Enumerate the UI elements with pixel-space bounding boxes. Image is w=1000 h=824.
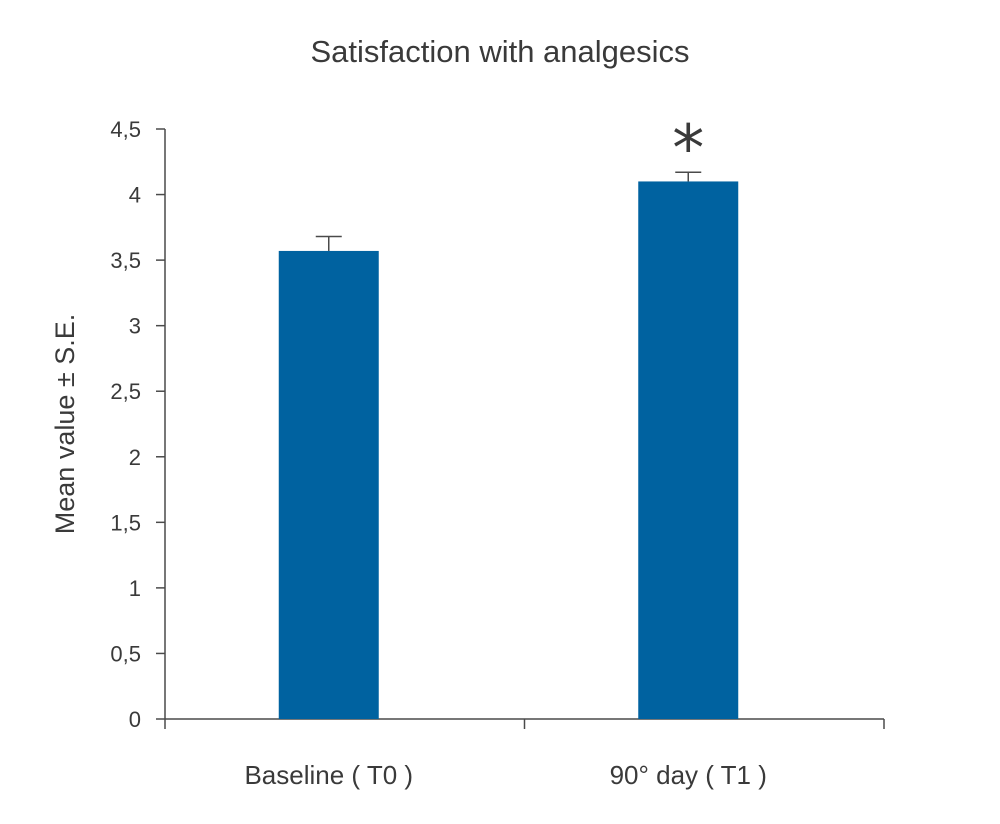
bar: [278, 250, 379, 719]
y-tick-label: 3,5: [110, 248, 141, 273]
bars: *: [278, 112, 739, 719]
significance-marker: *: [672, 112, 704, 186]
x-axis-tick-labels: Baseline ( T0 ) 90° day ( T1 ): [244, 760, 766, 790]
y-axis-ticks: 0 0,5 1 1,5 2 2,5 3 3,5 4 4,5: [110, 117, 165, 732]
y-tick-label: 2: [129, 445, 141, 470]
y-tick-label: 0: [129, 707, 141, 732]
y-tick-label: 1,5: [110, 510, 141, 535]
y-tick-label: 1: [129, 576, 141, 601]
y-tick-label: 3: [129, 314, 141, 339]
bar: [638, 181, 739, 719]
y-tick-label: 2,5: [110, 379, 141, 404]
axes: [164, 129, 885, 729]
y-tick-label: 4,5: [110, 117, 141, 142]
y-tick-label: 0,5: [110, 641, 141, 666]
y-axis-label: Mean value ± S.E.: [50, 314, 80, 534]
y-tick-label: 4: [129, 183, 141, 208]
x-tick-label: 90° day ( T1 ): [610, 760, 767, 790]
chart-title: Satisfaction with analgesics: [310, 34, 689, 69]
x-tick-label: Baseline ( T0 ): [244, 760, 413, 790]
